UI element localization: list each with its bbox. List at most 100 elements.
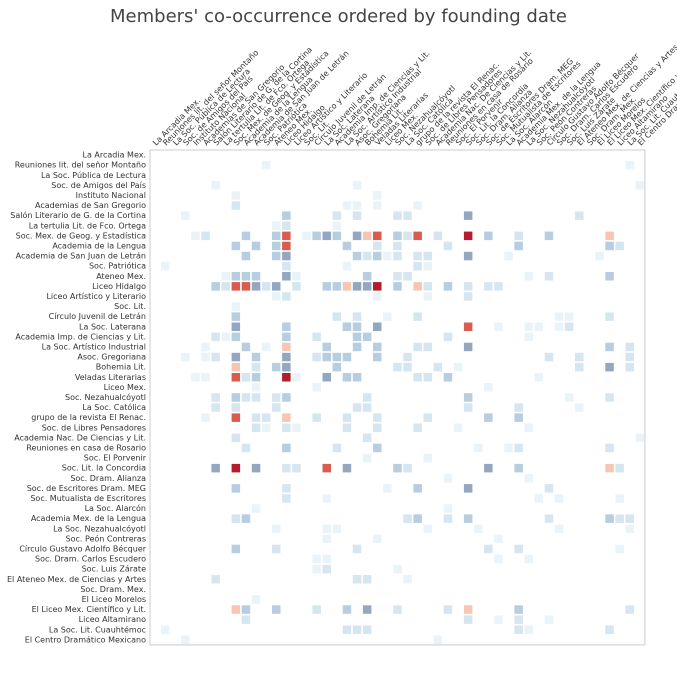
matrix-cell xyxy=(282,231,291,241)
matrix-cell xyxy=(524,625,533,634)
row-label: Soc. Mutualista de Escritores xyxy=(30,494,146,503)
matrix-cell xyxy=(544,272,554,281)
matrix-cell xyxy=(231,322,241,331)
matrix-cell xyxy=(383,251,392,261)
matrix-cell xyxy=(413,423,422,432)
matrix-cell xyxy=(423,282,432,291)
matrix-cell xyxy=(251,282,261,291)
matrix-cell xyxy=(261,413,271,422)
matrix-cell xyxy=(231,463,241,473)
matrix-cell xyxy=(272,292,281,301)
matrix-cell xyxy=(403,463,412,473)
matrix-cell xyxy=(373,423,382,432)
matrix-cell xyxy=(342,352,352,362)
matrix-cell xyxy=(231,272,241,281)
matrix-cell xyxy=(292,373,301,382)
matrix-cell xyxy=(605,342,614,352)
row-label: El Ateneo Mex. de Ciencias y Artes xyxy=(7,575,146,584)
matrix-cell xyxy=(383,312,392,321)
row-label: Soc. de Amigos del País xyxy=(51,181,146,190)
matrix-cell xyxy=(514,231,523,241)
matrix-cell xyxy=(231,544,241,554)
matrix-cell xyxy=(605,463,614,473)
matrix-cell xyxy=(625,605,634,614)
matrix-cell xyxy=(474,443,483,453)
matrix-cell xyxy=(605,514,614,523)
matrix-cell xyxy=(514,544,523,554)
matrix-cell xyxy=(443,373,453,382)
matrix-cell xyxy=(241,373,251,382)
matrix-cell xyxy=(413,261,422,271)
matrix-cell xyxy=(241,231,251,241)
matrix-cell xyxy=(443,474,453,483)
matrix-cell xyxy=(595,251,604,261)
row-label: Soc. Nezahualcóyotl xyxy=(65,392,146,402)
matrix-cell xyxy=(201,231,210,241)
matrix-cell xyxy=(423,453,432,463)
matrix-cell xyxy=(484,231,493,241)
row-label: El Liceo Mex. Científico y Lit. xyxy=(32,605,146,614)
matrix-cell xyxy=(373,282,382,291)
matrix-cell xyxy=(352,231,362,241)
matrix-cell xyxy=(201,413,210,422)
matrix-cell xyxy=(332,362,342,372)
matrix-cell xyxy=(413,342,422,352)
matrix-cell xyxy=(322,494,331,503)
matrix-cell xyxy=(352,312,362,321)
matrix-cell xyxy=(352,373,362,382)
matrix-cell xyxy=(383,484,392,493)
matrix-cell xyxy=(241,272,251,281)
matrix-cell xyxy=(393,463,402,473)
matrix-cell xyxy=(282,393,291,402)
matrix-cell xyxy=(554,322,564,331)
row-labels: La Arcadia Mex.Reuniones lit. del señor … xyxy=(7,151,147,645)
matrix-cell xyxy=(272,241,281,251)
matrix-cell xyxy=(342,241,352,251)
matrix-cell xyxy=(413,282,422,291)
matrix-cell xyxy=(443,605,453,614)
matrix-cell xyxy=(373,231,382,241)
matrix-cell xyxy=(251,241,261,251)
matrix-cell xyxy=(393,251,402,261)
matrix-cell xyxy=(231,302,241,311)
matrix-cell xyxy=(423,373,432,382)
matrix-cell xyxy=(352,403,362,412)
row-label: Soc. Peón Contreras xyxy=(65,533,146,543)
matrix-cell xyxy=(211,403,220,412)
matrix-cell xyxy=(352,251,362,261)
matrix-cell xyxy=(221,282,230,291)
matrix-cell xyxy=(342,282,352,291)
row-label: Soc. Dram. Mex. xyxy=(80,585,146,594)
matrix-cell xyxy=(231,514,241,523)
matrix-cell xyxy=(362,231,372,241)
matrix-cell xyxy=(373,342,382,352)
matrix-cell xyxy=(393,362,402,372)
matrix-cell xyxy=(241,443,251,453)
matrix-cells xyxy=(160,160,645,645)
row-label: Liceo Artístico y Literario xyxy=(46,292,146,301)
matrix-cell xyxy=(272,251,281,261)
matrix-cell xyxy=(362,393,372,402)
matrix-cell xyxy=(272,221,281,230)
matrix-cell xyxy=(231,201,241,210)
matrix-cell xyxy=(282,352,291,362)
row-label: Soc. Dram. Carlos Escudero xyxy=(35,555,146,564)
matrix-cell xyxy=(352,322,362,331)
matrix-cell xyxy=(231,191,241,200)
matrix-cell xyxy=(423,524,432,533)
matrix-cell xyxy=(463,615,473,624)
matrix-cell xyxy=(231,413,241,422)
matrix-cell xyxy=(393,564,402,574)
matrix-cell xyxy=(615,514,624,523)
matrix-cell xyxy=(352,181,362,190)
matrix-cell xyxy=(282,484,291,493)
matrix-cell xyxy=(605,443,614,453)
matrix-cell xyxy=(211,282,220,291)
matrix-cell xyxy=(332,312,342,321)
row-label: grupo de la revista El Renac. xyxy=(31,413,146,422)
matrix-cell xyxy=(282,221,291,230)
matrix-cell xyxy=(272,605,281,614)
matrix-cell xyxy=(352,211,362,220)
matrix-cell xyxy=(393,211,402,220)
matrix-cell xyxy=(615,544,624,554)
